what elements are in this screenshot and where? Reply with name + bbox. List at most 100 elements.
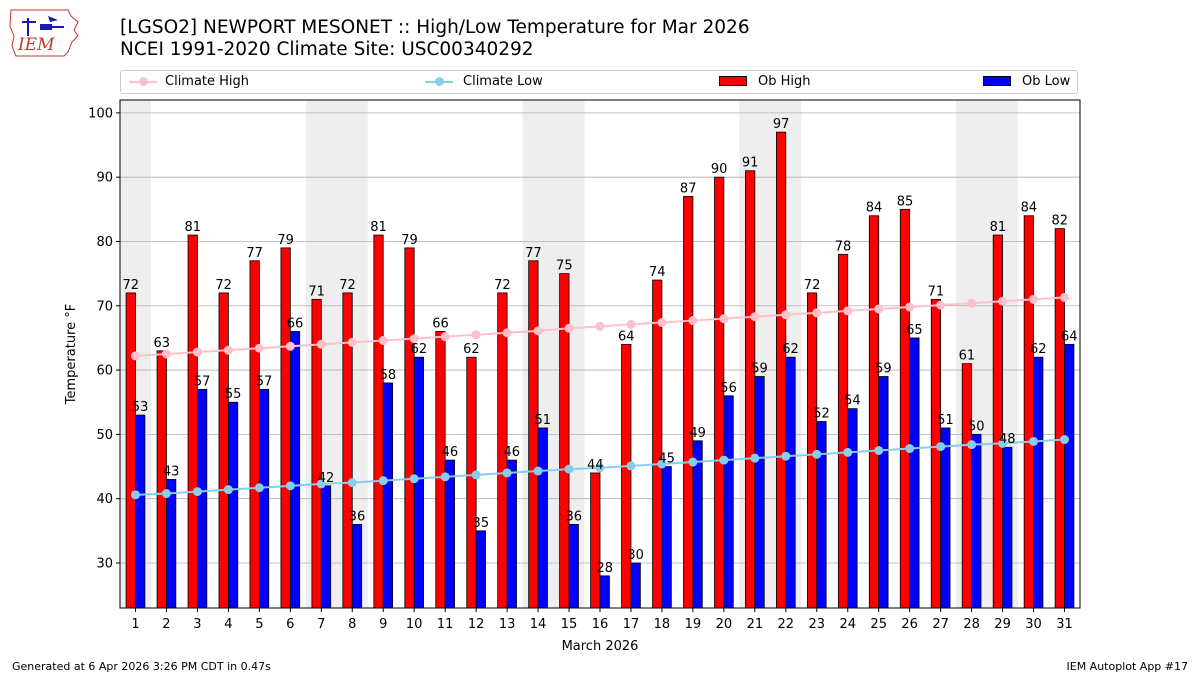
x-tick-label-24: 24	[839, 617, 856, 632]
climate-high-point-day-23	[812, 308, 822, 318]
logo-text: IEM	[17, 35, 55, 55]
climate-low-point-day-18	[657, 459, 667, 469]
ob-high-bar-day-4	[218, 292, 229, 609]
climate-lines	[130, 292, 1070, 500]
climate-low-point-day-7	[316, 479, 326, 489]
ob-low-value-day-27: 51	[937, 413, 954, 428]
ob-low-value-day-14: 51	[534, 413, 551, 428]
ob-low-value-day-5: 57	[256, 374, 273, 389]
ob-high-bar-day-10	[404, 247, 415, 609]
x-tick-label-20: 20	[716, 617, 733, 632]
x-tick-label-7: 7	[317, 617, 325, 632]
climate-high-point-day-11	[440, 332, 450, 342]
ob-low-bar-day-30	[1033, 356, 1044, 609]
climate-high-point-day-20	[719, 314, 729, 324]
ob-high-bar-day-16	[590, 472, 601, 609]
ob-low-bar-day-9	[382, 382, 394, 609]
climate-low-point-day-21	[750, 453, 760, 463]
y-tick-label-40: 40	[96, 492, 113, 507]
ob-low-value-day-17: 30	[627, 548, 644, 563]
ob-high-value-day-14: 77	[525, 246, 542, 261]
ob-high-value-day-1: 72	[123, 278, 140, 293]
ob-low-bar-day-3	[197, 388, 208, 609]
x-tick-label-25: 25	[870, 617, 887, 632]
x-tick-label-2: 2	[162, 617, 170, 632]
ob-high-bar-day-19	[683, 196, 694, 609]
climate-low-point-day-10	[409, 474, 419, 484]
climate-low-point-day-4	[223, 485, 233, 495]
climate-high-point-day-4	[223, 345, 233, 355]
ob-low-bar-day-1	[135, 414, 146, 609]
ob-high-value-day-16: 44	[587, 458, 604, 473]
ob-high-bar-day-26	[899, 208, 911, 609]
climate-low-point-day-9	[378, 476, 388, 486]
x-tick-label-12: 12	[468, 617, 485, 632]
ob-low-value-day-10: 62	[411, 342, 428, 357]
ob-low-bar-day-13	[506, 459, 517, 609]
x-axis-label: March 2026	[562, 639, 639, 654]
ob-low-value-day-16: 28	[596, 561, 613, 576]
ob-low-bar-day-16	[599, 575, 610, 609]
climate-low-point-day-29	[998, 438, 1008, 448]
ob-low-bar-day-12	[475, 530, 486, 609]
climate-high-point-day-7	[316, 339, 326, 349]
ob-low-bar-day-26	[909, 337, 920, 609]
legend-climate-high-marker	[139, 77, 148, 86]
ob-high-bar-day-29	[992, 234, 1003, 609]
ob-low-value-day-7: 42	[318, 471, 335, 486]
climate-low-point-day-1	[130, 490, 140, 500]
ob-high-value-day-26: 85	[897, 194, 914, 209]
ob-low-bar-day-8	[351, 524, 363, 609]
climate-high-point-day-3	[192, 347, 202, 357]
ob-low-bar-day-18	[661, 466, 672, 609]
climate-high-point-day-2	[161, 349, 171, 359]
ob-low-value-day-4: 55	[225, 387, 242, 402]
climate-high-point-day-25	[874, 304, 884, 314]
x-tick-label-3: 3	[193, 617, 201, 632]
legend-climate-low-label: Climate Low	[463, 74, 543, 89]
ob-low-value-day-18: 45	[658, 452, 675, 467]
climate-high-point-day-24	[843, 306, 853, 316]
climate-low-point-day-3	[192, 487, 202, 497]
x-tick-label-1: 1	[131, 617, 139, 632]
ob-low-value-day-25: 59	[875, 362, 892, 377]
climate-high-point-day-30	[1029, 294, 1039, 304]
ob-high-value-day-23: 72	[804, 278, 821, 293]
climate-high-point-day-21	[750, 312, 760, 322]
chart-title: [LGSO2] NEWPORT MESONET :: High/Low Temp…	[120, 17, 750, 61]
climate-high-point-day-29	[998, 296, 1008, 306]
ob-low-bar-day-15	[568, 524, 579, 609]
climate-low-point-day-27	[936, 442, 946, 452]
ob-high-value-day-18: 74	[649, 265, 666, 280]
x-tick-label-15: 15	[561, 617, 578, 632]
ob-low-value-day-24: 54	[844, 394, 861, 409]
ob-low-bar-day-20	[723, 395, 734, 609]
legend-climate-low-marker	[435, 77, 444, 86]
ob-low-bar-day-28	[971, 433, 982, 609]
ob-low-value-day-30: 62	[1030, 342, 1047, 357]
ob-low-value-day-22: 62	[782, 342, 799, 357]
ob-low-value-day-11: 46	[442, 445, 459, 460]
x-tick-label-19: 19	[685, 617, 702, 632]
climate-high-point-day-13	[502, 328, 512, 338]
climate-low-point-day-6	[285, 481, 295, 491]
ob-low-value-day-9: 58	[380, 368, 397, 383]
x-tick-label-6: 6	[286, 617, 294, 632]
climate-low-point-day-23	[812, 449, 822, 459]
climate-high-point-day-1	[130, 351, 140, 361]
climate-low-point-day-16	[595, 463, 605, 473]
ob-high-bar-day-14	[528, 260, 539, 609]
x-tick-label-22: 22	[778, 617, 795, 632]
climate-high-point-day-19	[688, 316, 698, 326]
x-tick-label-14: 14	[530, 617, 547, 632]
climate-low-point-day-19	[688, 457, 698, 467]
x-tick-label-27: 27	[932, 617, 949, 632]
legend-ob-high-label: Ob High	[758, 74, 811, 89]
ob-high-value-day-30: 84	[1021, 201, 1038, 216]
x-tick-label-8: 8	[348, 617, 356, 632]
ob-low-bar-day-11	[444, 459, 455, 609]
climate-high-point-day-5	[254, 343, 264, 353]
climate-low-point-day-20	[719, 455, 729, 465]
ob-high-value-day-29: 81	[990, 220, 1007, 235]
ob-low-bar-day-22	[785, 356, 796, 609]
